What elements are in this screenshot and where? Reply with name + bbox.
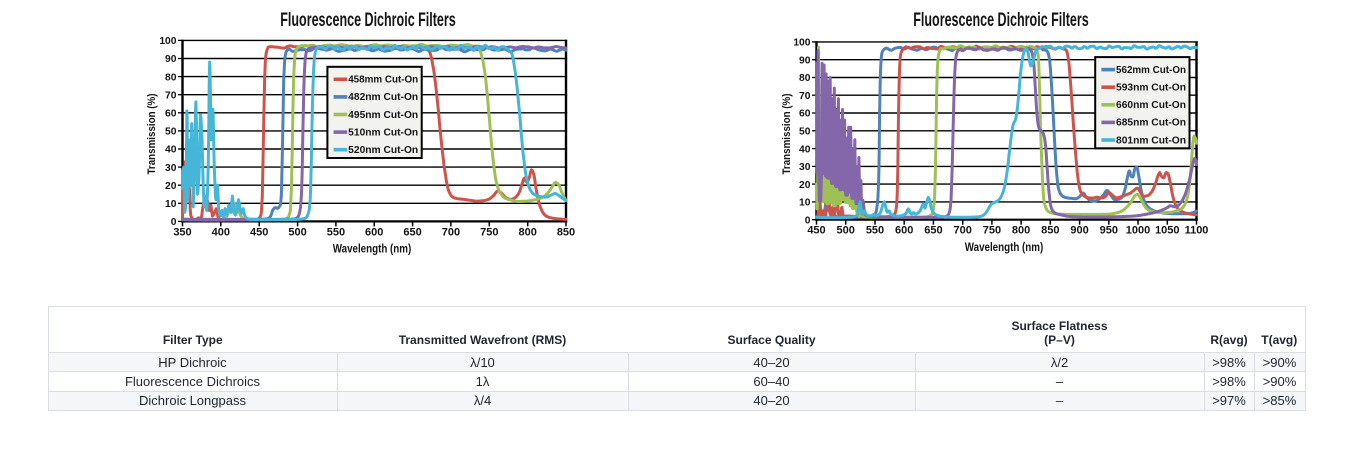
svg-text:750: 750 [983,225,1001,237]
svg-text:1050: 1050 [1155,225,1179,237]
svg-text:495nm Cut-On: 495nm Cut-On [348,110,418,121]
svg-text:600: 600 [365,226,383,238]
svg-text:800: 800 [1012,225,1030,237]
svg-text:700: 700 [954,225,972,237]
svg-text:60: 60 [799,109,811,120]
svg-text:600: 600 [895,225,913,237]
svg-text:100: 100 [159,36,176,47]
svg-text:650: 650 [924,225,942,237]
svg-text:510nm Cut-On: 510nm Cut-On [348,127,418,138]
svg-text:100: 100 [793,38,810,49]
svg-text:520nm Cut-On: 520nm Cut-On [348,145,418,156]
svg-text:20: 20 [799,180,811,191]
svg-text:550: 550 [866,225,884,237]
svg-text:Transmission (%): Transmission (%) [146,93,158,174]
svg-text:Fluorescence Dichroic Filters: Fluorescence Dichroic Filters [913,10,1089,31]
svg-text:70: 70 [165,90,177,101]
svg-text:10: 10 [165,199,177,210]
svg-text:458mm Cut-On: 458mm Cut-On [348,75,418,86]
svg-text:60: 60 [165,109,177,120]
svg-text:30: 30 [165,163,177,174]
svg-text:10: 10 [799,198,811,209]
svg-text:Transmission (%): Transmission (%) [781,93,793,174]
svg-text:850: 850 [1041,225,1059,237]
svg-text:500: 500 [837,225,855,237]
svg-text:350: 350 [173,226,191,238]
svg-text:20: 20 [165,181,177,192]
svg-text:50: 50 [799,127,811,138]
svg-text:1100: 1100 [1185,225,1209,237]
svg-text:450: 450 [250,226,268,238]
svg-text:0: 0 [171,217,177,228]
svg-text:500: 500 [288,226,306,238]
svg-text:660nm Cut-On: 660nm Cut-On [1116,100,1186,111]
svg-text:Wavelength (nm): Wavelength (nm) [965,240,1044,254]
svg-text:550: 550 [327,226,345,238]
svg-text:400: 400 [212,226,230,238]
svg-text:850: 850 [557,226,575,238]
svg-text:30: 30 [799,162,811,173]
svg-text:80: 80 [799,73,811,84]
svg-text:40: 40 [165,145,177,156]
svg-text:800: 800 [519,226,537,238]
svg-text:685nm Cut-On: 685nm Cut-On [1116,118,1186,129]
svg-text:900: 900 [1070,225,1088,237]
svg-text:80: 80 [165,72,177,83]
svg-text:450: 450 [807,225,825,237]
svg-text:70: 70 [799,91,811,102]
svg-text:650: 650 [403,226,421,238]
svg-text:750: 750 [480,226,498,238]
svg-text:0: 0 [805,215,811,226]
svg-text:950: 950 [1100,225,1118,237]
svg-text:Wavelength (nm): Wavelength (nm) [333,242,412,256]
svg-text:1000: 1000 [1126,225,1150,237]
svg-text:562mm Cut-On: 562mm Cut-On [1116,65,1186,76]
svg-text:90: 90 [799,55,811,66]
svg-text:50: 50 [165,127,177,138]
svg-text:700: 700 [442,226,460,238]
svg-text:90: 90 [165,54,177,65]
svg-text:593nm Cut-On: 593nm Cut-On [1116,83,1186,94]
svg-text:Fluorescence Dichroic Filters: Fluorescence Dichroic Filters [280,10,456,31]
svg-text:482nm Cut-On: 482nm Cut-On [348,92,418,103]
svg-text:40: 40 [799,144,811,155]
svg-text:801nm Cut-On: 801nm Cut-On [1116,135,1186,146]
